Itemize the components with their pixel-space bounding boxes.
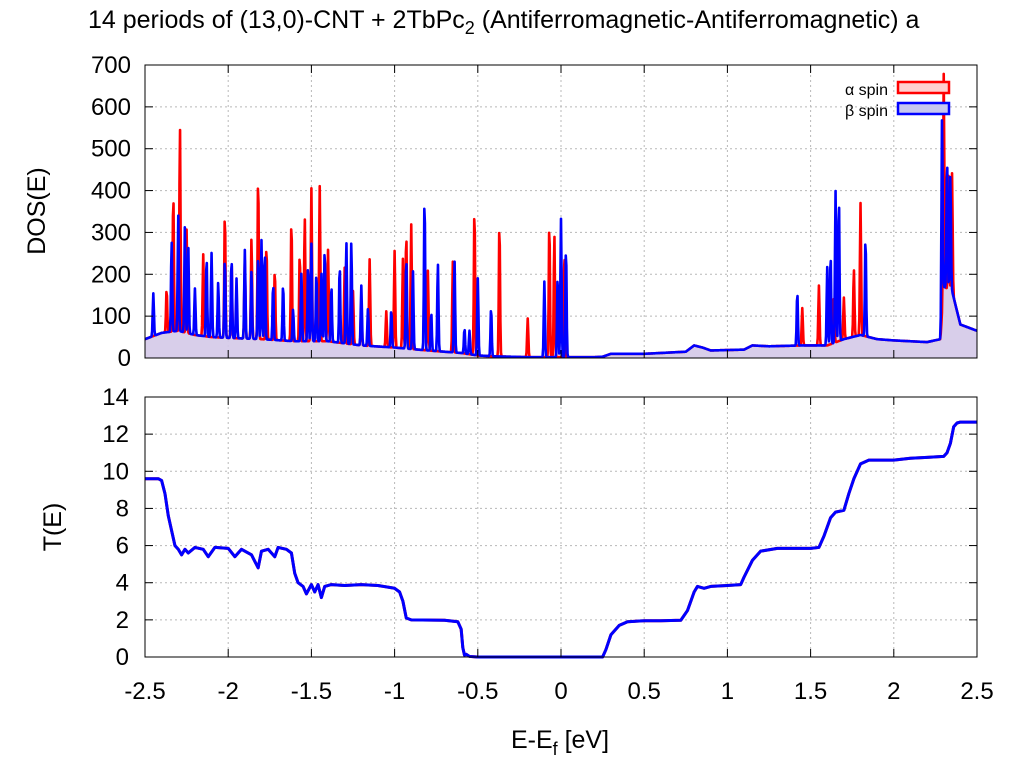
chart-title-rest: (Antiferromagnetic-Antiferromagnetic) a xyxy=(475,6,920,34)
dos-legend: α spin β spin xyxy=(845,80,951,120)
transmission-y-tick-label: 0 xyxy=(116,644,129,671)
transmission-grid xyxy=(145,397,977,657)
chart-title-main: 14 periods of (13,0)-CNT + 2TbPc xyxy=(88,6,465,34)
x-axis-title-main: E-E xyxy=(511,726,553,754)
dos-y-axis-title: DOS(E) xyxy=(23,167,51,255)
x-tick-label: -2.5 xyxy=(124,678,165,705)
x-tick-label: -1 xyxy=(384,678,405,705)
x-tick-label: 2 xyxy=(887,678,900,705)
x-tick-label: 2.5 xyxy=(960,678,993,705)
chart-title-subscript: 2 xyxy=(465,18,475,38)
x-tick-label: 0 xyxy=(554,678,567,705)
transmission-plot: -2.5 -2 -1.5 -1 -0.5 0 0.5 1 1.5 2 2.502468101214 … xyxy=(39,384,994,759)
dos-y-tick-label: 300 xyxy=(91,219,131,246)
dos-axis-ticks: 0 100 200 300 400 500 600 700 xyxy=(91,52,978,372)
transmission-y-tick-label: 14 xyxy=(102,384,129,411)
x-tick-label: -2 xyxy=(218,678,239,705)
dos-y-tick-label: 700 xyxy=(91,52,131,79)
dos-y-tick-label: 600 xyxy=(91,94,131,121)
dos-plot: 0 100 200 300 400 500 600 700 DOS(E) α spin β s… xyxy=(23,52,978,372)
transmission-y-axis-title: T(E) xyxy=(39,503,67,552)
transmission-y-tick-label: 2 xyxy=(116,607,129,634)
x-tick-label: 1.5 xyxy=(794,678,827,705)
transmission-axis-ticks: -2.5 -2 -1.5 -1 -0.5 0 0.5 1 1.5 2 2.5 0 2 4 6 8 10 12 14 xyxy=(102,384,993,705)
transmission-y-tick-label: 10 xyxy=(102,458,129,485)
dos-y-tick-label: 100 xyxy=(91,303,131,330)
transmission-line-beta xyxy=(145,420,977,659)
legend-swatch-beta xyxy=(896,101,951,116)
transmission-y-tick-label: 8 xyxy=(116,495,129,522)
x-tick-label: 1 xyxy=(721,678,734,705)
x-axis-title-rest: [eV] xyxy=(558,726,609,754)
x-tick-label: -0.5 xyxy=(457,678,498,705)
dos-y-tick-label: 500 xyxy=(91,136,131,163)
transmission-y-tick-label: 12 xyxy=(102,421,129,448)
legend-label-beta: β spin xyxy=(845,103,888,120)
dos-line-beta xyxy=(144,119,978,359)
legend-label-alpha: α spin xyxy=(845,82,888,99)
dos-y-tick-label: 400 xyxy=(91,178,131,205)
transmission-series-lines xyxy=(145,420,977,659)
transmission-y-tick-label: 6 xyxy=(116,533,129,560)
x-tick-label: -1.5 xyxy=(291,678,332,705)
x-axis-title: E-Ef [eV] xyxy=(511,726,609,759)
dos-y-tick-label: 0 xyxy=(118,345,131,372)
transmission-y-tick-label: 4 xyxy=(116,570,129,597)
x-axis-title-subscript: f xyxy=(553,739,559,759)
dos-y-tick-label: 200 xyxy=(91,261,131,288)
legend-swatch-alpha xyxy=(896,80,951,95)
chart-title: 14 periods of (13,0)-CNT + 2TbPc2 (Antif… xyxy=(88,6,920,38)
x-tick-label: 0.5 xyxy=(628,678,661,705)
